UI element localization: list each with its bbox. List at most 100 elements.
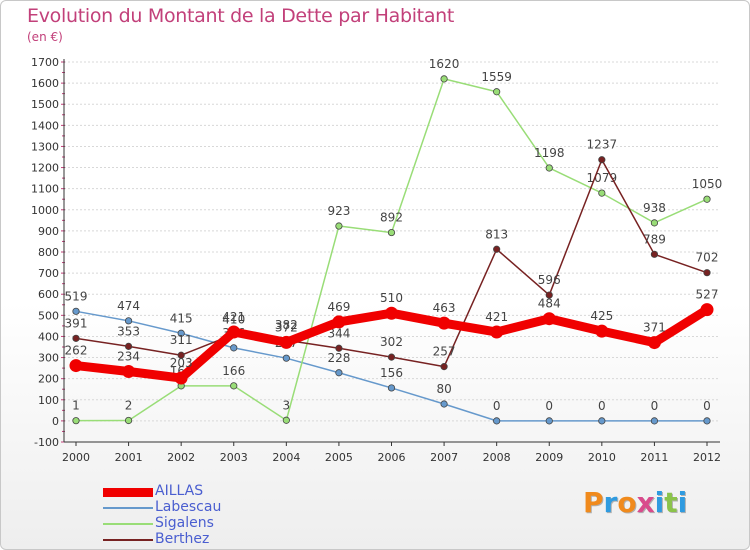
data-label: 510 [380,291,403,305]
data-label: 262 [65,344,88,358]
data-label: 1198 [534,146,565,160]
data-point [124,317,133,325]
data-point [545,164,553,172]
data-label: 0 [545,399,553,413]
data-point [72,307,80,315]
logo-letter: x [636,486,655,519]
data-point [493,88,501,96]
data-label: 156 [380,366,403,380]
y-tick-label: 800 [38,246,59,259]
data-label: 1237 [587,138,618,152]
data-label: 1559 [481,70,512,84]
series-berthez: 391 353 311 410 382 344 302 257 813 596 1237 789 702 [65,138,719,371]
chart-subtitle: (en €) [27,30,63,44]
legend-swatch [103,487,153,497]
data-label: 702 [696,251,719,265]
data-point [174,371,188,385]
data-label: 234 [117,349,140,363]
data-point [335,222,343,230]
legend-label: Sigalens [155,515,214,531]
data-point [335,344,343,352]
y-tick-label: 100 [38,394,59,407]
data-label: 463 [433,301,456,315]
data-label: 421 [222,310,245,324]
data-label: 0 [703,399,711,413]
data-label: 0 [651,399,659,413]
data-point [282,354,290,362]
logo-letter: r [603,486,618,519]
data-point [437,316,451,330]
data-label: 203 [170,356,193,370]
data-point [177,329,185,337]
data-point [703,195,711,203]
data-label: 257 [433,345,456,359]
data-label: 344 [327,326,350,340]
data-label: 938 [643,201,666,215]
y-tick-label: 300 [38,352,59,365]
chart-title: Evolution du Montant de la Dette par Hab… [27,5,455,27]
legend-label: Berthez [155,531,210,547]
x-tick-label: 2002 [167,451,195,464]
series-aillas: 262 234 203 421 372 469 510 463 421 484 425 371 527 [65,288,718,385]
y-tick-label: 1300 [31,140,59,153]
y-tick-label: 1700 [31,56,59,69]
data-point [385,306,398,320]
legend-label: AILLAS [155,483,204,499]
data-label: 2 [125,398,133,412]
data-point [335,369,343,377]
y-tick-label: 1000 [31,204,59,217]
x-tick-label: 2008 [483,451,511,464]
x-tick-label: 2011 [640,451,668,464]
legend-swatch [103,507,153,509]
y-tick-label: 500 [38,309,59,322]
data-point [387,384,396,392]
data-label: 371 [643,321,666,335]
x-tick-label: 2010 [588,451,616,464]
logo-letter: P [583,486,604,519]
data-point [227,325,241,339]
data-label: 372 [275,320,298,334]
data-label: 1620 [429,57,460,71]
data-label: 228 [327,351,350,365]
data-label: 353 [117,324,140,338]
y-tick-label: 1600 [31,77,59,90]
legend-swatch [103,539,153,541]
y-tick-label: -100 [34,436,59,449]
data-point [440,363,448,371]
data-label: 1050 [692,177,723,191]
data-label: 311 [170,333,193,347]
data-label: 302 [380,335,403,349]
y-tick-label: 900 [38,225,59,238]
data-label: 892 [380,211,403,225]
data-label: 1 [72,399,80,413]
data-label: 469 [327,300,350,314]
x-tick-label: 2001 [115,451,143,464]
data-label: 0 [598,399,606,413]
data-point [545,417,553,425]
logo-letter: i [654,486,665,519]
data-point [650,219,659,227]
data-point [387,353,396,361]
data-label: 166 [222,364,245,378]
data-label: 80 [436,382,451,396]
data-point [282,416,290,424]
data-point [69,359,83,373]
data-point [177,351,185,359]
y-tick-label: 700 [38,267,59,280]
data-point [440,400,448,408]
data-label: 391 [65,316,88,330]
data-label: 789 [643,232,666,246]
logo-letter: t [664,486,678,519]
data-label: 425 [590,309,613,323]
data-label: 519 [65,289,88,303]
data-label: 415 [170,311,193,325]
data-label: 596 [538,273,561,287]
data-point [230,344,238,352]
data-point [230,382,238,390]
data-point [703,417,711,425]
x-tick-label: 2007 [430,451,458,464]
data-label: 923 [327,204,350,218]
y-tick-label: 200 [38,373,59,386]
data-label: 484 [538,297,561,311]
